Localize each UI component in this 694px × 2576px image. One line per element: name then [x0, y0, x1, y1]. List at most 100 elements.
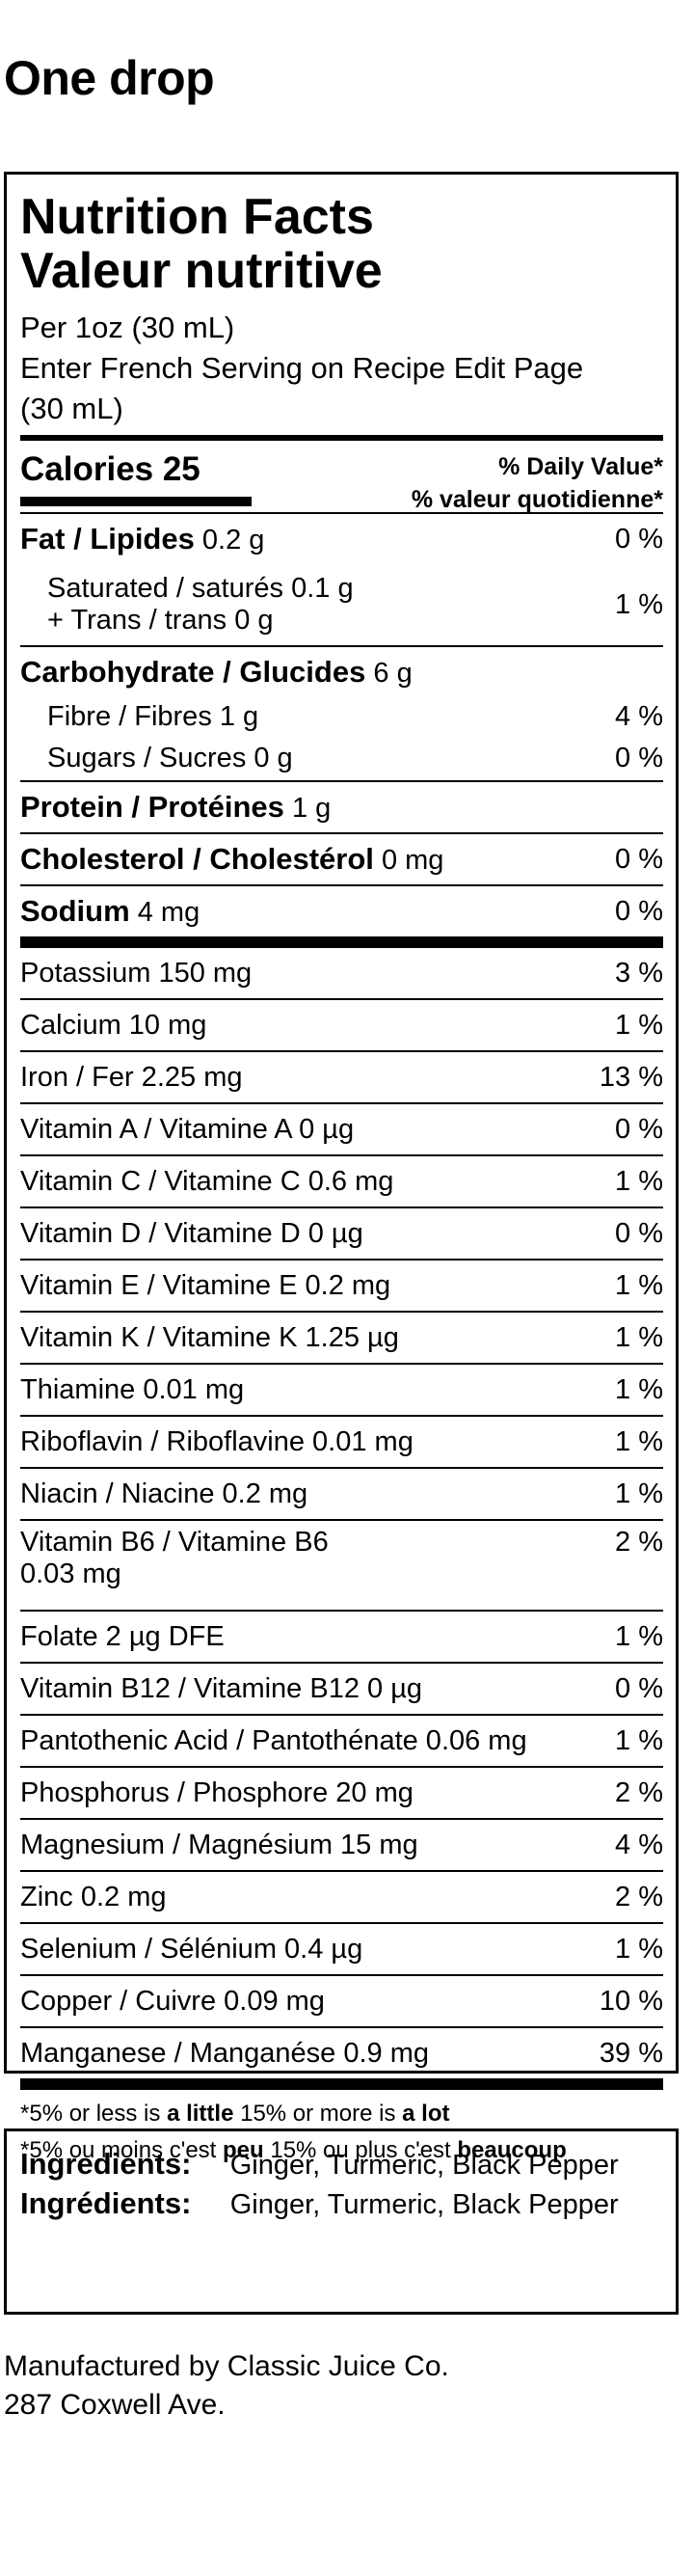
micronutrient-name-line: Copper / Cuivre 0.09 mg: [20, 1985, 325, 2017]
micronutrient-name-line: Selenium / Sélénium 0.4 µg: [20, 1933, 363, 1965]
trans: + Trans / trans 0 g: [47, 605, 274, 636]
micronutrient-row: Vitamin D / Vitamine D 0 µg 0 %: [20, 1207, 663, 1259]
micronutrient-name: Vitamin C / Vitamine C 0.6 mg: [20, 1166, 393, 1198]
sodium-amount: 4 mg: [137, 897, 200, 928]
micronutrient-dv: 0 %: [615, 1113, 663, 1145]
daily-value-header: % Daily Value* % valeur quotidienne*: [412, 450, 663, 513]
micronutrient-name-line: Iron / Fer 2.25 mg: [20, 1061, 243, 1093]
micronutrient-name: Riboflavin / Riboflavine 0.01 mg: [20, 1426, 414, 1458]
protein-amount: 1 g: [291, 793, 332, 824]
cholesterol-row: Cholesterol / Cholestérol 0 mg 0 %: [20, 832, 663, 884]
micronutrient-row: Vitamin K / Vitamine K 1.25 µg 1 %: [20, 1311, 663, 1363]
foot-en-b: a little: [167, 2101, 234, 2127]
micronutrient-name: Zinc 0.2 mg: [20, 1882, 167, 1913]
page-title: One drop: [4, 51, 215, 105]
heading-en: Nutrition Facts: [20, 189, 374, 245]
micronutrient-row: Vitamin E / Vitamine E 0.2 mg 1 %: [20, 1259, 663, 1311]
manufacturer-line-2: 287 Coxwell Ave.: [4, 2389, 226, 2421]
sugars-row: Sugars / Sucres 0 g 0 %: [20, 736, 663, 780]
micronutrient-name-line: Calcium 10 mg: [20, 1009, 207, 1041]
calories-bar: [20, 497, 252, 506]
micronutrient-dv: 2 %: [615, 1881, 663, 1912]
ingredients-en: Ingredients: Ginger, Turmeric, Black Pep…: [20, 2145, 662, 2184]
micronutrient-name: Potassium 150 mg: [20, 958, 252, 990]
micronutrient-dv: 4 %: [615, 1829, 663, 1860]
fibre-dv: 4 %: [615, 700, 663, 732]
micronutrient-name-line: Vitamin K / Vitamine K 1.25 µg: [20, 1321, 399, 1353]
foot-fr-c: 15% ou plus c'est: [263, 2137, 458, 2163]
micronutrient-name: Thiamine 0.01 mg: [20, 1374, 244, 1406]
footnote: *5% or less is a little 15% or more is a…: [20, 2090, 663, 2169]
micronutrient-dv: 0 %: [615, 1217, 663, 1249]
micronutrient-name-line: Vitamin D / Vitamine D 0 µg: [20, 1217, 363, 1249]
serving-size: Per 1oz (30 mL) Enter French Serving on …: [20, 308, 663, 429]
sat-trans-row: Saturated / saturés 0.1 g + Trans / tran…: [20, 564, 663, 645]
micronutrient-name-line: Potassium 150 mg: [20, 957, 253, 989]
micronutrient-name-line: Phosphorus / Phosphore 20 mg: [20, 1776, 414, 1808]
micronutrient-name: Folate 2 µg DFE: [20, 1621, 225, 1653]
micronutrient-name: Calcium 10 mg: [20, 1010, 206, 1042]
fibre: Fibre / Fibres 1 g: [47, 700, 259, 732]
micronutrient-name-line: Vitamin E / Vitamine E 0.2 mg: [20, 1269, 391, 1301]
micronutrient-name-line: Vitamin C / Vitamine C 0.6 mg: [20, 1165, 394, 1197]
micronutrient-name: Magnesium / Magnésium 15 mg: [20, 1830, 418, 1861]
micronutrient-name: Niacin / Niacine 0.2 mg: [20, 1478, 307, 1510]
calories: Calories 25: [20, 450, 200, 488]
micronutrient-name-line: Niacin / Niacine 0.2 mg: [20, 1478, 308, 1509]
ingredients-label-en: Ingredients:: [20, 2147, 192, 2181]
sugars-dv: 0 %: [615, 742, 663, 773]
chol-name: Cholesterol / Cholestérol: [20, 842, 374, 876]
foot-en-c: 15% or more is: [233, 2101, 403, 2127]
micronutrient-name: Iron / Fer 2.25 mg: [20, 1062, 243, 1094]
foot-en-a: *5% or less is: [20, 2101, 168, 2127]
sugars: Sugars / Sucres 0 g: [47, 742, 293, 773]
micronutrient-row: Vitamin B12 / Vitamine B12 0 µg 0 %: [20, 1662, 663, 1714]
micronutrient-row: Pantothenic Acid / Pantothénate 0.06 mg 1…: [20, 1714, 663, 1766]
foot-fr-d: beaucoup: [457, 2137, 567, 2163]
micronutrient-row: Phosphorus / Phosphore 20 mg 2 %: [20, 1766, 663, 1818]
micronutrient-name-line: Folate 2 µg DFE: [20, 1620, 225, 1652]
dv-fr: % valeur quotidienne*: [411, 486, 663, 513]
foot-fr-b: peu: [223, 2137, 264, 2163]
fat-name: Fat / Lipides: [20, 522, 195, 556]
micronutrient-dv: 1 %: [615, 1009, 663, 1041]
micronutrient-name: Pantothenic Acid / Pantothénate 0.06 mg: [20, 1725, 527, 1757]
micronutrient-dv: 1 %: [615, 1321, 663, 1353]
nutrition-facts-label: Nutrition Facts Valeur nutritive Per 1oz…: [4, 172, 679, 2163]
sodium-row: Sodium 4 mg 0 %: [20, 884, 663, 936]
micronutrient-dv: 1 %: [615, 1933, 663, 1965]
micronutrient-row: Thiamine 0.01 mg 1 %: [20, 1363, 663, 1415]
serving-line-1: Per 1oz (30 mL): [20, 311, 235, 344]
fat-amount: 0.2 g: [201, 525, 265, 556]
micronutrient-name-line: Magnesium / Magnésium 15 mg: [20, 1829, 418, 1860]
micronutrient-dv: 13 %: [599, 1061, 663, 1093]
protein-row: Protein / Protéines 1 g: [20, 780, 663, 832]
micronutrient-name-line: Thiamine 0.01 mg: [20, 1373, 245, 1405]
sodium-dv: 0 %: [615, 895, 663, 927]
manufacturer: Manufactured by Classic Juice Co. 287 Co…: [4, 2347, 449, 2425]
micronutrient-dv: 1 %: [615, 1620, 663, 1652]
micronutrient-name: Vitamin D / Vitamine D 0 µg: [20, 1218, 363, 1250]
micronutrient-name: Vitamin A / Vitamine A 0 µg: [20, 1114, 354, 1146]
manufacturer-line-1: Manufactured by Classic Juice Co.: [4, 2350, 449, 2382]
ingredients-text-fr: Ginger, Turmeric, Black Pepper: [229, 2189, 619, 2220]
ingredients-box: Ingredients: Ginger, Turmeric, Black Pep…: [4, 2129, 679, 2315]
micronutrient-dv: 1 %: [615, 1724, 663, 1756]
micronutrient-row: Niacin / Niacine 0.2 mg 1 %: [20, 1467, 663, 1519]
fat-dv: 0 %: [615, 523, 663, 555]
sodium-name: Sodium: [20, 894, 130, 928]
micronutrient-row: Vitamin C / Vitamine C 0.6 mg 1 %: [20, 1154, 663, 1207]
micronutrient-dv: 1 %: [615, 1269, 663, 1301]
chol-amount: 0 mg: [381, 845, 444, 876]
micronutrient-name-line: Vitamin B12 / Vitamine B12 0 µg: [20, 1672, 423, 1704]
micronutrient-dv: 2 %: [615, 1527, 663, 1558]
footnote-en: *5% or less is a little 15% or more is a…: [20, 2096, 663, 2132]
calories-row: Calories 25 % Daily Value* % valeur quot…: [20, 441, 663, 513]
footnote-fr: *5% ou moins c'est peu 15% ou plus c'est…: [20, 2132, 663, 2169]
micronutrient-name-line: Manganese / Manganése 0.9 mg: [20, 2037, 429, 2069]
micronutrient-row: Vitamin B6 / Vitamine B6 0.03 mg 2 %: [20, 1519, 663, 1610]
micronutrient-dv: 3 %: [615, 957, 663, 989]
foot-en-d: a lot: [402, 2101, 450, 2127]
micronutrient-name-line: Pantothenic Acid / Pantothénate 0.06 mg: [20, 1724, 527, 1756]
micronutrients: Potassium 150 mg 3 % Calcium 10 mg 1 % Iron …: [20, 936, 663, 2078]
